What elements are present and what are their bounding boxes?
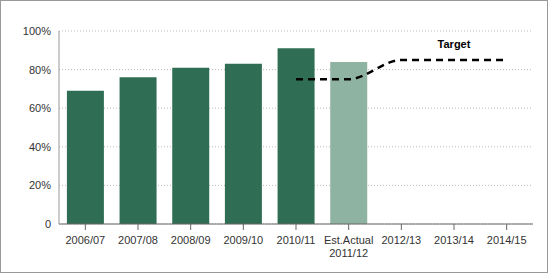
svg-text:100%: 100% — [23, 25, 51, 37]
svg-text:2014/15: 2014/15 — [487, 234, 527, 246]
svg-text:2013/14: 2013/14 — [434, 234, 474, 246]
svg-text:2012/13: 2012/13 — [381, 234, 421, 246]
svg-text:60%: 60% — [29, 102, 51, 114]
svg-text:2008/09: 2008/09 — [171, 234, 211, 246]
svg-text:Target: Target — [438, 38, 471, 50]
svg-text:0: 0 — [45, 218, 51, 230]
svg-text:2009/10: 2009/10 — [223, 234, 263, 246]
svg-text:2010/11: 2010/11 — [277, 234, 316, 246]
svg-text:40%: 40% — [29, 141, 51, 153]
svg-text:2006/07: 2006/07 — [65, 234, 105, 246]
svg-text:20%: 20% — [29, 179, 51, 191]
svg-text:80%: 80% — [29, 64, 51, 76]
svg-text:2007/08: 2007/08 — [118, 234, 158, 246]
svg-text:Est.Actual2011/12: Est.Actual2011/12 — [324, 234, 374, 259]
